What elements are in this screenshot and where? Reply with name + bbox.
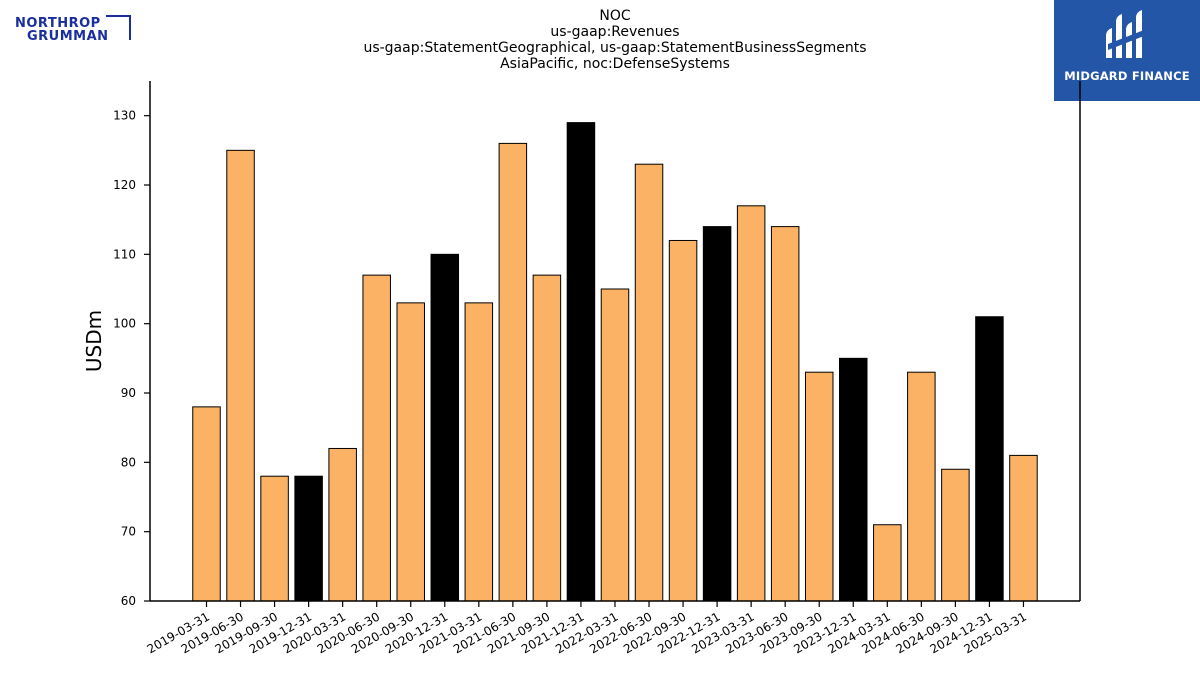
- bars: [192, 122, 1038, 602]
- y-axis-ticks: 60 70 80 90 100 110 120 130: [113, 109, 150, 608]
- bar-2019-12-31: [294, 475, 323, 602]
- midgard-emblem-icon: [1106, 10, 1144, 58]
- bar-2022-03-31: [600, 288, 630, 602]
- y-tick-label-60: 60: [121, 594, 136, 608]
- bar-2019-03-31: [192, 406, 221, 602]
- y-tick-label-70: 70: [121, 525, 136, 539]
- bar-2024-06-30: [907, 371, 936, 602]
- bar-2023-12-31: [839, 357, 868, 602]
- title-line-3: us-gaap:StatementGeographical, us-gaap:S…: [363, 40, 866, 56]
- midgard-finance-logo: MIDGARD FINANCE: [1054, 0, 1200, 101]
- northrop-grumman-logo: NORTHROP GRUMMAN: [14, 14, 134, 44]
- title-line-2: us-gaap:Revenues: [550, 24, 679, 40]
- bar-2021-03-31: [464, 302, 494, 602]
- bar-2019-09-30: [260, 475, 289, 602]
- bar-2024-03-31: [873, 524, 902, 602]
- bar-2023-09-30: [804, 371, 834, 602]
- bar-2023-06-30: [770, 226, 800, 602]
- bar-2025-03-31: [1009, 454, 1038, 602]
- bar-2021-09-30: [532, 274, 562, 602]
- bar-2022-06-30: [634, 163, 664, 602]
- y-tick-label-100: 100: [113, 317, 136, 331]
- x-axis-ticks: 2019-03-312019-06-302019-09-302019-12-31…: [145, 601, 1029, 656]
- y-axis-label: USDm: [82, 310, 106, 372]
- logo-line-1: NORTHROP: [15, 16, 101, 31]
- bar-2024-09-30: [941, 468, 970, 602]
- bar-2020-09-30: [396, 302, 425, 602]
- y-tick-label-80: 80: [121, 455, 136, 469]
- midgard-finance-text: MIDGARD FINANCE: [1064, 69, 1190, 83]
- bar-2020-03-31: [328, 447, 357, 602]
- bar-2019-06-30: [226, 149, 255, 602]
- bar-2021-12-31: [566, 122, 596, 602]
- y-tick-label-130: 130: [113, 109, 136, 123]
- y-tick-label-120: 120: [113, 178, 136, 192]
- y-tick-label-90: 90: [121, 386, 136, 400]
- bar-2020-12-31: [430, 253, 460, 602]
- logo-line-2: GRUMMAN: [27, 29, 109, 44]
- title-line-1: NOC: [599, 8, 630, 24]
- y-tick-label-110: 110: [113, 247, 136, 261]
- bar-2020-06-30: [362, 274, 391, 602]
- bar-2021-06-30: [498, 142, 528, 602]
- bar-2022-09-30: [668, 239, 698, 602]
- bar-2022-12-31: [702, 226, 732, 602]
- bar-2023-03-31: [736, 205, 766, 602]
- chart-title: NOCus-gaap:Revenuesus-gaap:StatementGeog…: [363, 8, 866, 72]
- title-line-4: AsiaPacific, noc:DefenseSystems: [500, 56, 730, 72]
- bar-2024-12-31: [975, 316, 1004, 602]
